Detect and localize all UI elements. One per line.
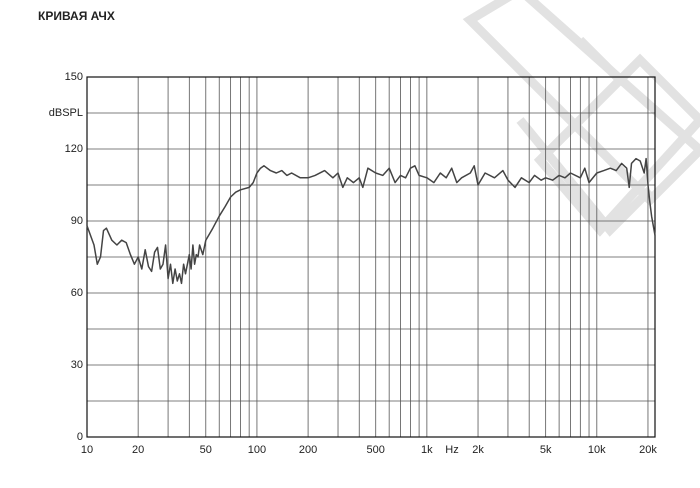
y-tick-label: dBSPL bbox=[49, 107, 83, 119]
x-tick-label: 500 bbox=[367, 444, 385, 456]
y-tick-label: 30 bbox=[71, 359, 83, 371]
watermark bbox=[462, 0, 700, 237]
y-tick-label: 60 bbox=[71, 287, 83, 299]
y-tick-label: 90 bbox=[71, 215, 83, 227]
x-tick-label: 20k bbox=[639, 444, 657, 456]
x-tick-label: 10 bbox=[81, 444, 93, 456]
x-tick-label: 5k bbox=[540, 444, 552, 456]
x-tick-label: 200 bbox=[299, 444, 317, 456]
y-tick-label: 0 bbox=[77, 431, 83, 443]
y-tick-label: 120 bbox=[65, 143, 83, 155]
x-tick-label: 1k bbox=[421, 444, 433, 456]
x-tick-label: 50 bbox=[200, 444, 212, 456]
response-line bbox=[86, 157, 656, 285]
x-axis-label: Hz bbox=[445, 444, 458, 456]
y-tick-label: 150 bbox=[65, 71, 83, 83]
x-tick-label: 20 bbox=[132, 444, 144, 456]
x-tick-label: 10k bbox=[588, 444, 606, 456]
x-tick-label: 100 bbox=[248, 444, 266, 456]
x-tick-label: 2k bbox=[472, 444, 484, 456]
chart-title: КРИВАЯ АЧХ bbox=[38, 9, 115, 23]
plot-frame bbox=[86, 76, 656, 438]
